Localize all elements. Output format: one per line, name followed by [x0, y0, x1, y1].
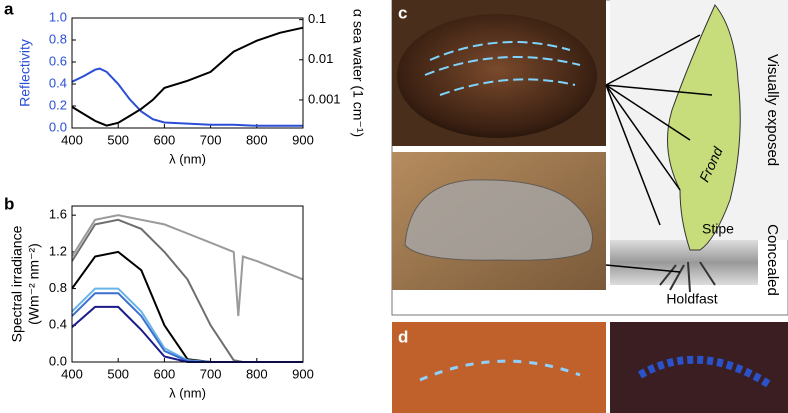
y-tick-label: 0.4 [49, 317, 67, 332]
y-tick-label: 0.0 [49, 353, 67, 368]
panel-label: d [398, 327, 408, 346]
x-tick-label: 700 [200, 132, 222, 147]
panel-label: c [398, 3, 407, 22]
x-tick-label: 900 [292, 366, 314, 381]
arrows [605, 34, 713, 273]
series-line [71, 218, 303, 363]
y-tick-label: 0.0 [49, 119, 67, 134]
part-label: Holdfast [666, 291, 717, 307]
y2-tick-label: 0.01 [308, 51, 333, 66]
y-tick-label: 0.8 [49, 280, 67, 295]
panel-label: b [4, 194, 14, 213]
y-tick-label: 0.4 [49, 75, 67, 90]
x-tick-label: 400 [61, 366, 83, 381]
blue-cerata [637, 355, 773, 389]
plot-frame [71, 205, 304, 363]
y2-axis-label: α sea water (1 cm⁻¹) [350, 9, 366, 137]
x-tick-label: 600 [154, 132, 176, 147]
x-tick-label: 800 [246, 366, 268, 381]
series-line [71, 305, 303, 363]
shell [397, 14, 597, 138]
zone-label: Concealed [764, 224, 781, 296]
x-tick-label: 500 [107, 132, 129, 147]
y-tick-label: 0.2 [49, 97, 67, 112]
series-line [71, 292, 303, 363]
y2-tick-label: 0.001 [308, 91, 341, 106]
y-axis-label: (Wm⁻² nm⁻²) [26, 243, 42, 325]
y-tick-label: 0.6 [49, 53, 67, 68]
x-tick-label: 400 [61, 132, 83, 147]
y-tick-label: 1.2 [49, 243, 67, 258]
photo-nudibranch-2 [610, 322, 788, 413]
part-label: Stipe [702, 221, 734, 237]
series-line [71, 214, 304, 317]
y-tick-label: 1.0 [49, 9, 67, 24]
panel-label: a [4, 0, 14, 18]
x-tick-label: 700 [200, 366, 222, 381]
series-line [71, 26, 304, 127]
x-tick-label: 900 [292, 132, 314, 147]
zone-label: Visually exposed [764, 54, 781, 166]
photo-nudibranch-1 [392, 322, 606, 413]
y-tick-label: 1.6 [49, 207, 67, 222]
holdfast-roots [659, 261, 716, 293]
y2-tick-label: 0.1 [308, 11, 326, 26]
blue-spots [419, 359, 581, 382]
x-tick-label: 600 [154, 366, 176, 381]
y-axis-label: Reflectivity [17, 39, 33, 107]
x-axis-label: λ (nm) [169, 385, 206, 400]
transparent-limpet [404, 179, 593, 261]
concealed-zone [610, 240, 758, 285]
series-line [71, 67, 303, 127]
blue-stripes [424, 41, 581, 96]
x-tick-label: 800 [246, 132, 268, 147]
x-tick-label: 500 [107, 366, 129, 381]
kelp-frond [667, 4, 741, 251]
y-axis-label: Spectral irradiance [9, 225, 25, 342]
plot-frame [71, 17, 304, 129]
y-tick-label: 0.8 [49, 31, 67, 46]
x-axis-label: λ (nm) [169, 151, 206, 166]
series-line [71, 287, 303, 363]
